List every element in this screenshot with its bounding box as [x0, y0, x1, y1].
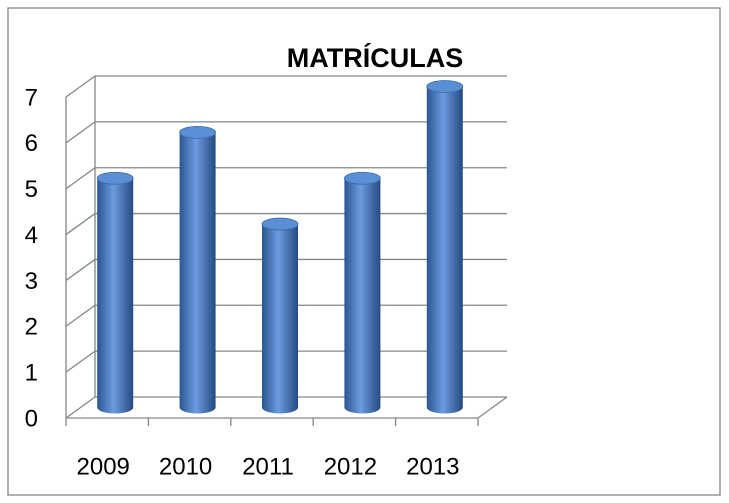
y-tick-label: 5	[25, 176, 38, 203]
y-tick-label: 2	[25, 314, 38, 341]
bar	[179, 132, 216, 414]
y-tick-label: 6	[25, 130, 38, 157]
bar-top	[179, 125, 217, 139]
chart-title: MATRÍCULAS	[287, 42, 463, 73]
y-tick-label: 0	[25, 405, 38, 432]
floor-side	[477, 396, 508, 419]
x-tick-label: 2011	[242, 453, 294, 480]
y-tick-label: 4	[25, 222, 38, 249]
grid-line	[65, 167, 507, 190]
bar	[426, 86, 463, 414]
x-tick-label: 2009	[77, 453, 130, 480]
y-tick-label: 7	[25, 84, 38, 111]
bar	[344, 178, 381, 414]
bar-top	[261, 217, 299, 231]
grid-line	[65, 75, 507, 98]
x-tick-label: 2012	[324, 453, 377, 480]
bar	[262, 224, 298, 414]
x-tick-label: 2010	[159, 453, 212, 480]
x-tick-label: 2013	[406, 453, 459, 480]
y-tick-label: 1	[25, 359, 38, 386]
bar-top	[96, 171, 134, 185]
y-tick-label: 3	[25, 268, 38, 295]
bar-top	[343, 171, 381, 185]
grid-line	[65, 121, 507, 144]
bar	[97, 178, 134, 414]
bar-top	[426, 80, 464, 93]
